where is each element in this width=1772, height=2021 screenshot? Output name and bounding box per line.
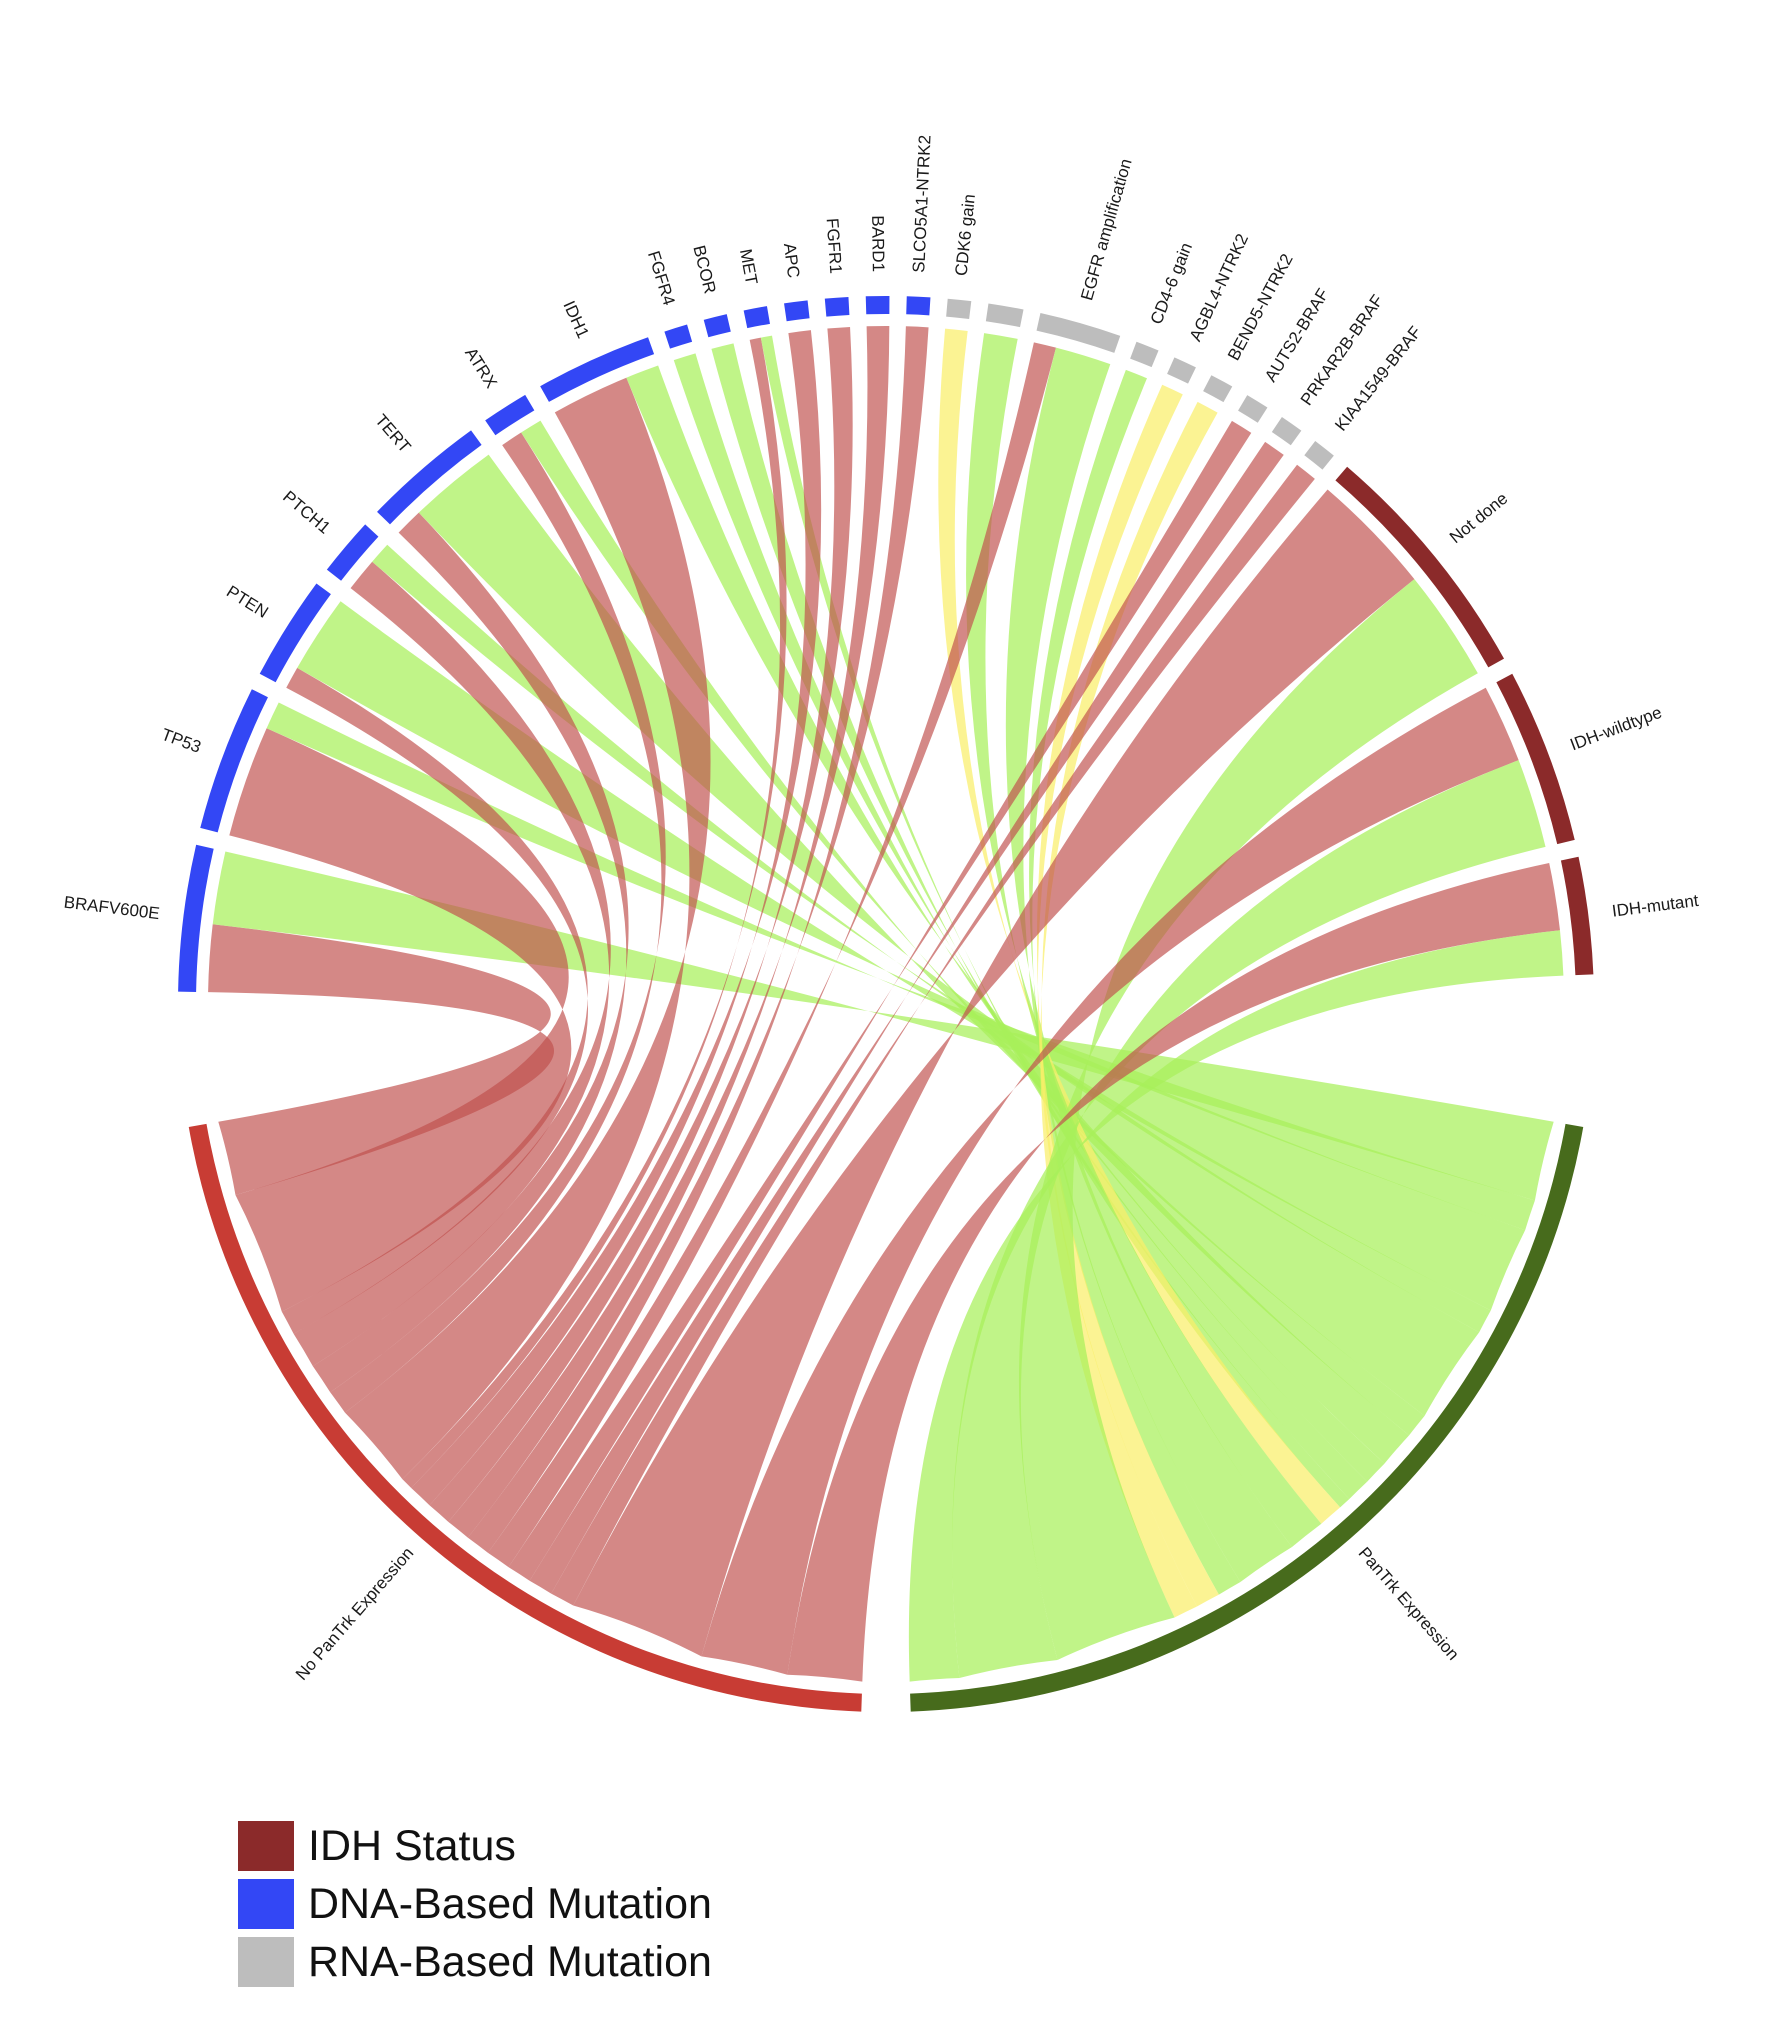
chord-brafv600e-neg	[208, 924, 555, 1196]
segment-arc-idh-wildtype	[1496, 673, 1575, 845]
segment-label-fgfr1: FGFR1	[823, 217, 846, 274]
segment-label-egfr-amplification: EGFR amplification	[1077, 157, 1136, 303]
chord-bend5-ntrk2-pos	[1040, 401, 1218, 1618]
segment-label-cdk6-gain: CDK6 gain	[952, 193, 979, 277]
segment-label-ptch1: PTCH1	[279, 487, 334, 538]
segment-label-cd4-6-gain: CD4-6 gain	[1147, 240, 1196, 327]
segment-arc-bcor	[703, 314, 731, 338]
chord-tp53-neg	[229, 728, 572, 1312]
segment-arc-atrx	[485, 394, 535, 436]
segment-arc-egfr-amplification	[1036, 313, 1121, 353]
segment-arc-kiaa1549-braf	[1304, 440, 1334, 470]
chord-ptch1-pos	[372, 544, 1491, 1333]
segment-label-pten: PTEN	[223, 582, 272, 622]
chord-prkar2b-braf-neg	[529, 441, 1284, 1594]
chord-idh-wildtype-pos	[952, 760, 1546, 1679]
chord-not-done-pos	[1018, 579, 1478, 1660]
chord-agbl4-ntrk2-pos	[1036, 384, 1219, 1607]
segment-arc-unlabeled-15	[985, 303, 1024, 328]
segment-label-not-done: Not done	[1446, 489, 1511, 547]
segment-arc-cdk6-gain	[946, 298, 972, 320]
segment-arc-ptch1	[326, 524, 379, 581]
legend-swatch-rna	[238, 1937, 294, 1987]
legend-label-rna: RNA-Based Mutation	[308, 1937, 712, 1986]
segment-arc-auts2-braf	[1238, 395, 1268, 423]
segment-arc-cd4-6-gain	[1130, 341, 1159, 368]
legend-item-rna: RNA-Based Mutation	[238, 1933, 712, 1991]
segment-arc-bard1	[865, 295, 890, 315]
chord-pten-neg	[281, 667, 588, 1334]
chord-tp53-pos	[266, 702, 1535, 1231]
legend-swatch-idh	[238, 1821, 294, 1871]
chord-idh1-neg	[344, 377, 711, 1480]
segment-label-tp53: TP53	[159, 725, 204, 757]
chord-ptch1-neg	[293, 561, 611, 1367]
segment-label-bcor: BCOR	[689, 243, 719, 295]
segment-label-slco5a1-ntrk2: SLCO5A1-NTRK2	[909, 135, 934, 274]
chord-kiaa1549-braf-neg	[551, 464, 1315, 1606]
segment-label-met: MET	[736, 247, 761, 286]
chord-tert-neg	[312, 512, 629, 1393]
segment-arc-tert	[377, 430, 482, 525]
legend-item-dna: DNA-Based Mutation	[238, 1875, 712, 1933]
chords-layer	[208, 326, 1564, 1682]
target-arc-no-pantrk-expression	[188, 1123, 862, 1712]
segment-arc-met	[743, 306, 770, 329]
segment-arc-apc	[784, 300, 810, 322]
segment-label-fgfr4: FGFR4	[644, 249, 679, 308]
segment-arc-prkar2b-braf	[1271, 417, 1302, 446]
chord-unlabeled-15-pos	[966, 333, 1322, 1548]
segment-arc-agbl4-ntrk2	[1167, 357, 1196, 384]
segment-label-bard1: BARD1	[868, 215, 888, 272]
segment-arc-fgfr4	[664, 324, 693, 349]
legend: IDH Status DNA-Based Mutation RNA-Based …	[238, 1817, 712, 1991]
segment-arc-bend5-ntrk2	[1203, 375, 1233, 403]
segment-label-idh-mutant: IDH-mutant	[1611, 891, 1700, 921]
legend-label-idh: IDH Status	[308, 1821, 516, 1870]
segment-label-idh1: IDH1	[559, 298, 592, 341]
legend-item-idh: IDH Status	[238, 1817, 712, 1875]
segment-arc-slco5a1-ntrk2	[906, 296, 931, 316]
segment-arc-idh1	[540, 337, 655, 402]
chord-tert-pos	[418, 454, 1480, 1416]
arcs-layer	[178, 295, 1594, 1712]
segment-arc-fgfr1	[824, 296, 850, 317]
legend-label-dna: DNA-Based Mutation	[308, 1879, 712, 1928]
segment-label-apc: APC	[780, 242, 803, 279]
chord-not-done-neg	[573, 489, 1415, 1657]
chord-idh-wildtype-neg	[701, 687, 1519, 1675]
segment-label-brafv600e: BRAFV600E	[63, 893, 161, 924]
segment-arc-pten	[259, 583, 331, 683]
chord-egfr-amplification-pos	[1005, 347, 1292, 1583]
legend-swatch-dna	[238, 1879, 294, 1929]
segment-arc-brafv600e	[178, 844, 214, 992]
target-label-no-pantrk-expression: No PanTrk Expression	[292, 1544, 418, 1684]
segment-label-atrx: ATRX	[461, 344, 501, 391]
chord-auts2-braf-neg	[508, 420, 1252, 1581]
segment-arc-tp53	[200, 689, 268, 833]
target-label-pantrk-expression: PanTrk Expression	[1355, 1544, 1463, 1664]
target-arc-pantrk-expression	[910, 1123, 1584, 1712]
segment-label-tert: TERT	[371, 411, 414, 457]
chord-pten-pos	[297, 601, 1526, 1311]
chord-idh-mutant-neg	[787, 863, 1560, 1682]
segment-arc-idh-mutant	[1560, 856, 1594, 976]
segment-label-idh-wildtype: IDH-wildtype	[1567, 703, 1664, 755]
segment-arc-not-done	[1335, 466, 1505, 668]
chord-met-neg	[402, 337, 787, 1489]
